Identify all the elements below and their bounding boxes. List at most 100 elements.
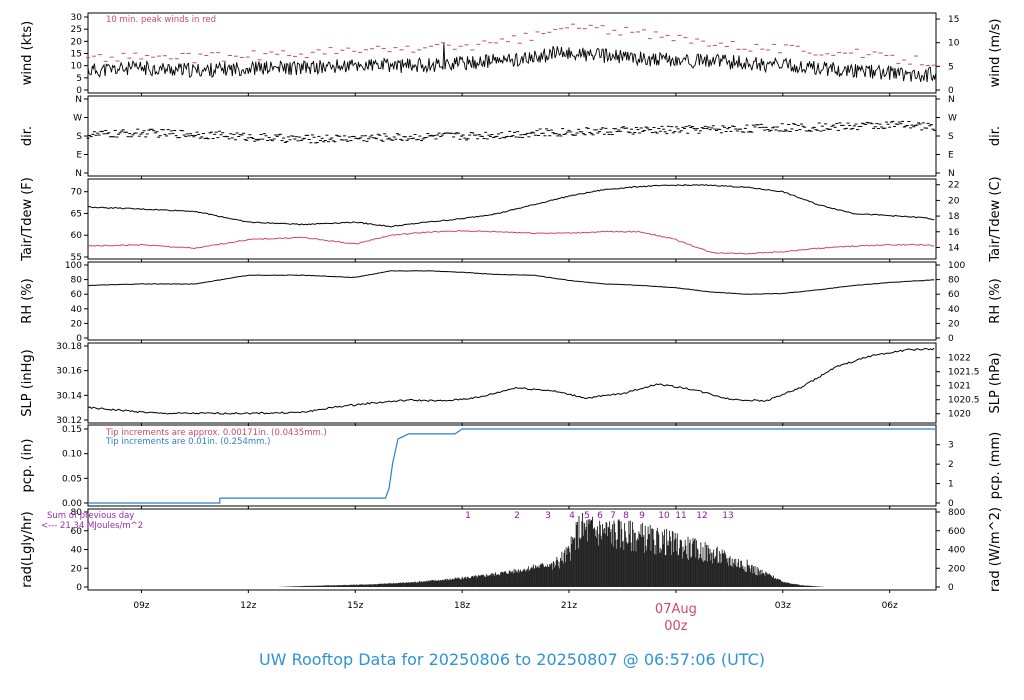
ytick-right-label: S — [948, 132, 954, 142]
ytick-right-label: 800 — [948, 508, 965, 518]
ylabel-right: Tair/Tdew (C) — [988, 176, 1003, 262]
series-slp — [87, 347, 935, 415]
ytick-left-label: 0.15 — [62, 425, 82, 435]
ylabel-left: rad(Lgly/hr) — [20, 511, 35, 587]
ytick-left-label: 30.18 — [56, 342, 82, 352]
rad-hour-label: 3 — [545, 511, 551, 521]
ytick-left-label: S — [76, 132, 82, 142]
ytick-right-label: 0 — [948, 334, 954, 344]
ytick-left-label: 40 — [71, 546, 83, 556]
ytick-right-label: N — [948, 169, 955, 179]
ytick-left-label: 0 — [76, 583, 82, 593]
ytick-left-label: 30.14 — [56, 391, 82, 401]
ytick-left-label: N — [75, 169, 82, 179]
pcp-annotation-coarse: Tip increments are 0.01in. (0.254mm.) — [105, 437, 270, 447]
ytick-left-label: 25 — [71, 25, 82, 35]
ytick-right-label: 60 — [948, 290, 960, 300]
ytick-left-label: 0.00 — [62, 499, 82, 509]
ylabel-left: Tair/Tdew (F) — [20, 177, 35, 262]
ytick-right-label: 80 — [948, 276, 960, 286]
ytick-left-label: 10 — [71, 62, 83, 72]
xtick-label: 18z — [454, 601, 470, 611]
ytick-right-label: 1 — [948, 480, 954, 490]
ytick-left-label: 70 — [71, 188, 83, 198]
panels-layer: wind (kts) wind (m/s)05101520253005101510… — [20, 12, 1003, 593]
series-rh — [87, 270, 935, 295]
panel-frame — [87, 261, 937, 341]
series-pcp — [88, 428, 936, 504]
ytick-right-label: 1021 — [948, 382, 971, 392]
xtick-label: 15z — [347, 601, 363, 611]
rad-hour-label: 9 — [639, 511, 645, 521]
ylabel-right: pcp. (mm) — [988, 432, 1003, 499]
panel-pcp: pcp. (in) pcp. (mm) 0.00 0.05 0.10 0.15 0 1 2 3 Ti… — [20, 424, 1003, 509]
ytick-left-label: 60 — [71, 231, 83, 241]
ytick-right-label: E — [948, 151, 954, 161]
ytick-right-label: 15 — [948, 15, 959, 25]
ytick-left-label: 0 — [76, 334, 82, 344]
panel-wind: wind (kts) wind (m/s) 0 5 10 15 20 25 30 0 5 10 15 10… — [20, 12, 1003, 96]
ytick-right-label: 18 — [948, 212, 960, 222]
ytick-left-label: 20 — [71, 319, 83, 329]
panel-rh: RH (%) RH (%) 0 20 40 60 80 100 0 20 40 60 80 100 — [20, 261, 1003, 344]
panel-temp: Tair/Tdew (F) Tair/Tdew (C) 55 60 65 70 14 16 18… — [20, 176, 1003, 263]
ytick-right-label: 2 — [948, 460, 954, 470]
ytick-right-label: 22 — [948, 181, 959, 191]
rad-hour-label: 4 — [569, 511, 575, 521]
ylabel-left: dir. — [20, 126, 35, 146]
ytick-left-label: 15 — [71, 50, 82, 60]
rad-hour-label: 2 — [514, 511, 520, 521]
rad-hour-label: 1 — [465, 511, 471, 521]
ylabel-left: RH (%) — [20, 278, 35, 323]
rad-annotation-sum: Sum of previous day — [47, 511, 134, 521]
series-wind — [87, 42, 937, 83]
ytick-right-label: 20 — [948, 319, 960, 329]
xtick-label: 21z — [561, 601, 577, 611]
ytick-right-label: 40 — [948, 305, 960, 315]
ytick-left-label: 30.12 — [56, 416, 82, 426]
panel-slp: SLP (inHg) SLP (hPa) 30.12 30.14 30.16 30.18 1… — [20, 342, 1003, 426]
ylabel-right: wind (m/s) — [988, 19, 1003, 88]
ytick-right-label: 5 — [948, 62, 954, 72]
ylabel-right: rad (W/m^2) — [988, 507, 1003, 592]
rad-hour-label: 12 — [696, 511, 707, 521]
ytick-left-label: 65 — [71, 209, 82, 219]
ytick-left-label: 0 — [76, 86, 82, 96]
ytick-right-label: 100 — [948, 261, 965, 271]
ytick-left-label: 5 — [76, 74, 82, 84]
ylabel-left: SLP (inHg) — [20, 349, 35, 417]
chart-title: UW Rooftop Data for 20250806 to 20250807… — [259, 650, 765, 669]
pcp-annotation-fine: Tip increments are approx. 0.00171in. (0… — [105, 428, 327, 438]
ytick-right-label: 20 — [948, 196, 960, 206]
ytick-right-label: 16 — [948, 228, 960, 238]
ytick-left-label: 60 — [71, 290, 83, 300]
ytick-left-label: 0.05 — [62, 474, 82, 484]
ytick-left-label: 20 — [71, 564, 83, 574]
rad-hour-label: 8 — [623, 511, 629, 521]
ylabel-right: SLP (hPa) — [988, 352, 1003, 413]
ytick-right-label: 0 — [948, 86, 954, 96]
xtick-label: 06z — [882, 601, 898, 611]
series-dir — [86, 120, 937, 144]
ytick-left-label: E — [76, 151, 82, 161]
ytick-left-label: 80 — [71, 508, 83, 518]
ytick-right-label: W — [948, 114, 957, 124]
rad-hour-label: 13 — [722, 511, 733, 521]
ytick-left-label: 30 — [71, 13, 83, 23]
ytick-right-label: 0 — [948, 499, 954, 509]
rad-hour-labels: 1 2 3 4 5 6 7 8 9 10 11 12 13 — [465, 511, 734, 521]
series-peak — [86, 23, 936, 67]
x-axis: 09z 12z 15z 18z 21z 03z 06z 07Aug 00z — [133, 601, 898, 634]
ytick-left-label: 0.10 — [62, 450, 82, 460]
ytick-right-label: 200 — [948, 564, 965, 574]
ytick-right-label: 0 — [948, 583, 954, 593]
panel-frame — [87, 424, 937, 507]
ytick-left-label: N — [75, 95, 82, 105]
ylabel-right: dir. — [988, 126, 1003, 146]
ytick-right-label: 600 — [948, 527, 965, 537]
ytick-right-label: N — [948, 95, 955, 105]
ytick-right-label: 1021.5 — [948, 368, 980, 378]
ytick-right-label: 3 — [948, 441, 954, 451]
ytick-left-label: 80 — [71, 276, 83, 286]
